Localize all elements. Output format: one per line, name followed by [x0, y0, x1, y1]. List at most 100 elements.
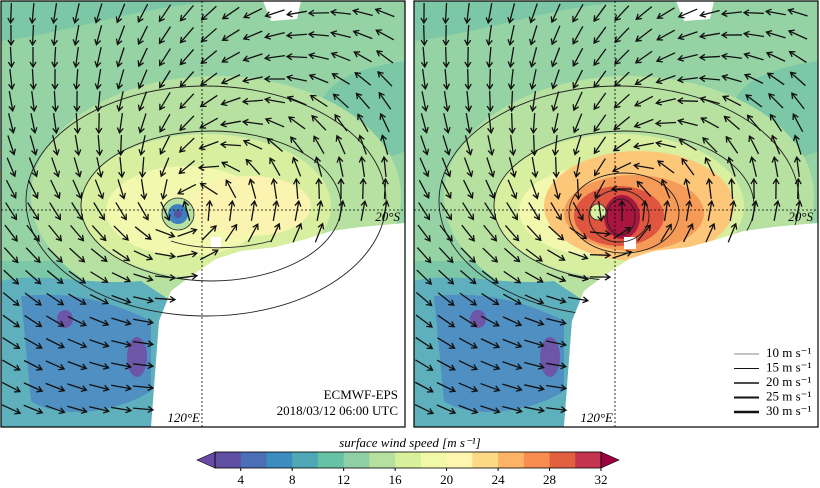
colorbar-segment — [549, 452, 576, 468]
wind-arrow — [375, 50, 394, 64]
wind-arrow — [415, 292, 433, 307]
wind-arrow — [442, 24, 450, 47]
wind-arrow — [568, 251, 589, 261]
wind-arrow — [67, 315, 88, 327]
wind-arrow — [655, 74, 676, 85]
wind-arrow — [415, 336, 434, 350]
wind-arrow — [481, 293, 500, 306]
wind-arrow — [700, 117, 720, 129]
wind-arrow — [7, 113, 16, 134]
wind-arrow — [440, 202, 453, 221]
wind-arrow — [52, 135, 60, 156]
wind-arrow — [179, 115, 195, 132]
wind-arrow — [89, 293, 110, 305]
wind-arrow — [7, 24, 15, 47]
wind-arrow — [245, 158, 261, 175]
wind-arrow — [613, 116, 631, 131]
wind-arrow — [67, 383, 88, 393]
colorbar-tick-label: 28 — [543, 472, 556, 487]
wind-arrow — [502, 293, 522, 305]
wind-arrow — [46, 292, 65, 306]
wind-arrow — [509, 135, 517, 157]
wind-arrow — [378, 91, 392, 110]
wind-arrow — [159, 157, 170, 178]
wind-arrow — [115, 3, 126, 24]
wind-arrow — [660, 178, 671, 199]
wind-arrow — [241, 118, 263, 126]
wind-arrow — [316, 199, 324, 221]
wind-arrow — [115, 25, 126, 46]
wind-arrow — [421, 91, 429, 113]
wind-arrow — [787, 8, 808, 17]
wind-arrow — [200, 72, 218, 86]
wind-arrow — [2, 314, 21, 328]
wind-arrow — [308, 73, 329, 84]
legend-label: 30 m s⁻¹ — [766, 403, 812, 418]
wind-arrow — [67, 360, 88, 371]
wind-arrow — [137, 25, 149, 46]
wind-arrow — [572, 91, 583, 112]
wind-arrow — [94, 69, 102, 91]
wind-arrow — [248, 178, 257, 199]
wind-arrow — [115, 202, 127, 221]
wind-arrow — [269, 157, 281, 177]
colorbar-segment — [472, 452, 499, 468]
wind-arrow — [421, 69, 429, 91]
wind-arrow — [140, 179, 148, 201]
wind-arrow — [5, 179, 17, 199]
colorbar-segment — [317, 452, 345, 468]
wind-arrow — [546, 295, 567, 304]
wind-arrow — [154, 295, 177, 303]
wind-arrow — [137, 202, 149, 221]
wind-arrow — [482, 247, 499, 263]
wind-arrow — [48, 224, 63, 242]
wind-arrow — [50, 179, 61, 200]
wind-arrow — [354, 71, 372, 86]
wind-arrow — [360, 199, 368, 221]
wind-arrow — [287, 116, 306, 130]
wind-arrow — [242, 139, 263, 150]
wind-arrow — [199, 117, 219, 129]
wind-arrow — [420, 46, 428, 69]
wind-arrow — [705, 177, 713, 200]
lon-label: 120°E — [580, 410, 613, 425]
wind-arrow — [525, 248, 543, 262]
wind-arrow — [698, 75, 721, 83]
wind-arrow — [89, 316, 110, 327]
wind-arrow — [613, 93, 630, 109]
wind-arrow — [502, 338, 523, 349]
legend-label: 10 m s⁻¹ — [766, 345, 812, 360]
wind-arrow — [676, 76, 699, 84]
wind-arrow — [728, 177, 736, 200]
wind-arrow — [50, 3, 58, 25]
wind-arrow — [96, 157, 104, 179]
wind-arrow — [681, 157, 695, 176]
wind-arrow — [27, 179, 39, 200]
wind-arrow — [285, 10, 307, 18]
wind-arrow — [507, 179, 518, 200]
wind-arrow — [117, 179, 126, 200]
wind-arrow — [464, 68, 472, 91]
colorbar-label: surface wind speed [m s⁻¹] — [339, 435, 480, 450]
wind-arrow — [485, 46, 494, 69]
wind-arrow — [111, 362, 133, 370]
wind-arrow — [315, 177, 323, 200]
wind-arrow — [458, 337, 478, 349]
wind-arrow — [524, 384, 545, 392]
wind-arrow — [546, 384, 568, 392]
wind-arrow — [614, 49, 630, 65]
wind-arrow — [336, 155, 344, 177]
wind-arrow — [264, 117, 285, 128]
wind-arrow — [27, 202, 40, 221]
wind-arrow — [179, 93, 195, 110]
wind-arrow — [94, 179, 105, 200]
wind-arrow — [330, 30, 351, 38]
wind-arrow — [502, 361, 523, 371]
wind-arrow — [461, 224, 475, 242]
wind-arrow — [634, 50, 653, 64]
wind-arrow — [117, 134, 125, 157]
wind-arrow — [594, 179, 606, 199]
wind-arrow — [70, 224, 85, 242]
wind-arrow — [787, 29, 808, 40]
wind-arrow — [375, 29, 395, 41]
